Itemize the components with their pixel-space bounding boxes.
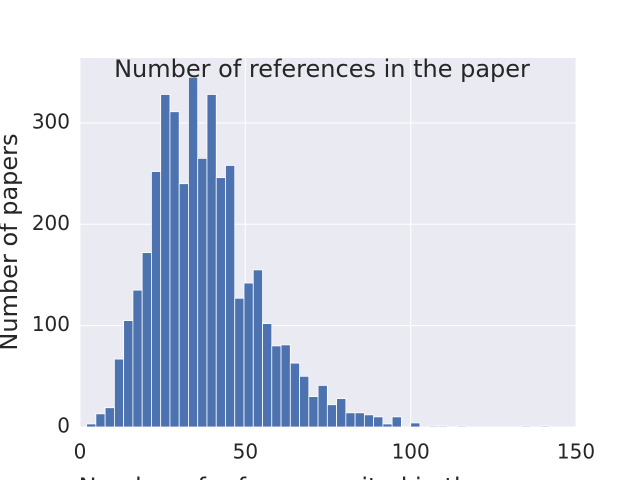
bar <box>188 76 199 428</box>
bar <box>197 157 208 428</box>
bar <box>336 398 347 428</box>
bar <box>225 165 236 428</box>
bar <box>95 413 106 428</box>
bar <box>382 423 393 428</box>
bar <box>206 94 217 428</box>
bar <box>252 269 263 428</box>
x-tick-label: 100 <box>392 440 430 464</box>
bar <box>345 412 356 428</box>
bar <box>317 385 328 428</box>
bar <box>354 412 365 428</box>
bar <box>308 396 319 428</box>
bar <box>373 416 384 428</box>
bar <box>521 425 532 428</box>
bar <box>289 362 300 428</box>
bar <box>113 358 125 428</box>
bar <box>243 282 254 428</box>
bar <box>160 94 171 428</box>
bar <box>363 414 375 428</box>
chart-title: Number of references in the paper <box>114 55 530 83</box>
y-axis-label: Number of papers <box>0 133 23 350</box>
bar <box>271 345 282 428</box>
bar <box>123 320 134 428</box>
bar <box>280 344 291 428</box>
x-tick-label: 50 <box>233 440 258 464</box>
bar <box>428 425 439 428</box>
bar <box>391 416 402 428</box>
bar <box>215 177 226 428</box>
bar <box>456 425 467 428</box>
y-tick-label: 100 <box>32 312 70 336</box>
bar <box>141 252 152 428</box>
bar <box>104 407 115 428</box>
y-tick-label: 0 <box>57 414 70 438</box>
x-tick-label: 150 <box>557 440 595 464</box>
bar <box>178 183 189 428</box>
y-tick-label: 300 <box>32 109 70 133</box>
bar <box>262 323 273 428</box>
bar <box>86 423 97 428</box>
bar <box>132 289 143 428</box>
y-tick-label: 200 <box>32 211 70 235</box>
bar <box>234 297 245 428</box>
x-tick-label: 0 <box>74 440 87 464</box>
bar <box>438 425 449 428</box>
bar <box>326 404 337 428</box>
bar <box>151 171 162 428</box>
bar <box>410 422 421 428</box>
bar <box>169 111 180 428</box>
bar <box>299 375 310 428</box>
bar <box>539 425 550 428</box>
x-axis-label: Number of references cited in the paper <box>79 473 562 480</box>
